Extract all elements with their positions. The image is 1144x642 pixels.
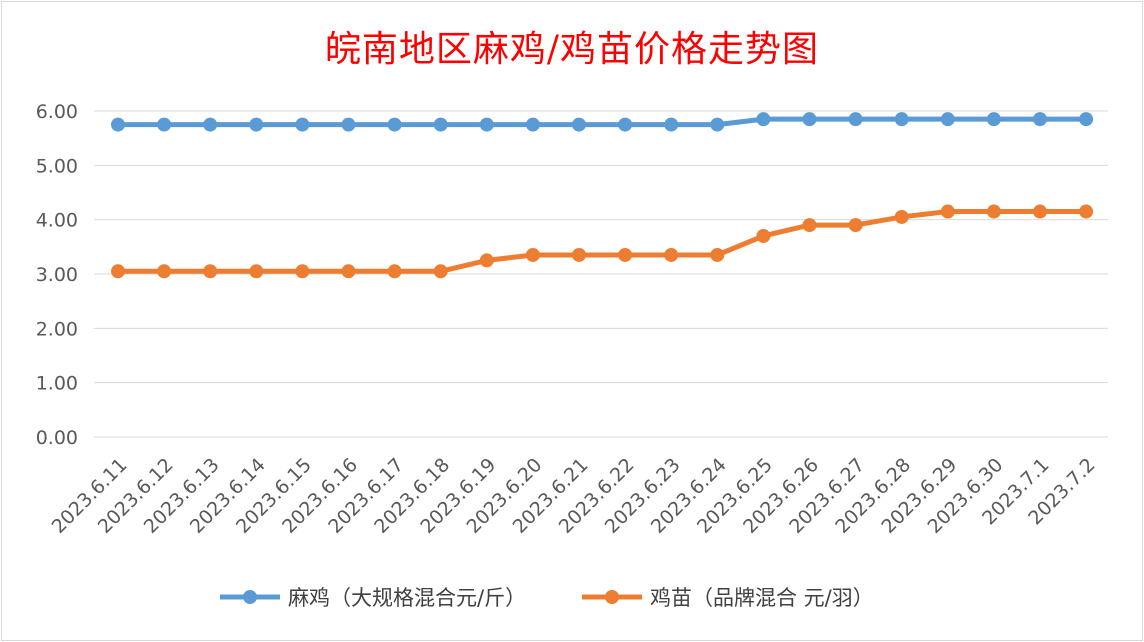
chart-title: 皖南地区麻鸡/鸡苗价格走势图 [324, 29, 820, 70]
y-tick-label: 2.00 [36, 318, 78, 340]
data-point-series-1 [894, 112, 909, 127]
data-point-series-1 [249, 117, 264, 132]
data-point-series-2 [756, 228, 771, 243]
gridlines [94, 110, 1108, 438]
data-point-series-1 [525, 117, 540, 132]
data-point-series-2 [894, 209, 909, 224]
y-tick-label: 6.00 [36, 101, 78, 123]
data-point-series-1 [1079, 112, 1094, 127]
data-point-series-1 [986, 112, 1001, 127]
data-point-series-2 [249, 264, 264, 279]
legend-marker-1 [243, 590, 257, 604]
data-point-series-1 [111, 117, 125, 132]
y-axis-ticks: 0.00 1.00 2.00 3.00 4.00 5.00 6.00 [36, 101, 78, 449]
data-point-series-2 [710, 247, 725, 262]
data-point-series-1 [387, 117, 402, 132]
data-point-series-2 [940, 204, 955, 219]
data-point-series-1 [203, 117, 218, 132]
data-point-series-2 [802, 218, 817, 233]
data-point-series-1 [572, 117, 586, 132]
data-point-series-1 [848, 112, 863, 127]
y-tick-label: 5.00 [36, 155, 78, 177]
data-point-series-1 [341, 117, 356, 132]
y-tick-label: 4.00 [36, 210, 78, 232]
plot-area [111, 112, 1094, 279]
data-point-series-2 [664, 247, 679, 262]
data-point-series-1 [940, 112, 955, 127]
data-point-series-2 [157, 264, 172, 279]
series-line-2 [118, 209, 1087, 274]
data-point-series-2 [295, 264, 310, 279]
data-point-series-1 [479, 117, 494, 132]
data-point-series-2 [572, 247, 586, 262]
data-point-series-2 [986, 204, 1001, 219]
data-point-series-2 [387, 264, 402, 279]
x-axis-ticks: 2023.6.112023.6.122023.6.132023.6.142023… [48, 454, 1100, 538]
data-point-series-1 [157, 117, 172, 132]
data-point-series-1 [710, 117, 725, 132]
data-point-series-1 [802, 112, 817, 127]
legend: 麻鸡（大规格混合元/斤） 鸡苗（品牌混合 元/羽） [220, 586, 874, 610]
series-line-1 [118, 116, 1087, 128]
y-tick-label: 0.00 [36, 427, 78, 449]
data-point-series-1 [664, 117, 679, 132]
data-point-series-2 [433, 264, 448, 279]
data-point-series-2 [1033, 204, 1047, 219]
data-point-series-1 [756, 112, 771, 127]
data-point-series-2 [1079, 204, 1094, 219]
data-point-series-2 [203, 264, 218, 279]
legend-marker-2 [605, 590, 619, 604]
data-point-series-2 [848, 218, 863, 233]
data-point-series-1 [1033, 112, 1047, 127]
data-point-series-2 [525, 247, 540, 262]
legend-label-2: 鸡苗（品牌混合 元/羽） [650, 586, 874, 610]
data-point-series-2 [341, 264, 356, 279]
y-tick-label: 3.00 [36, 264, 78, 286]
data-point-series-1 [295, 117, 310, 132]
data-point-series-2 [618, 247, 633, 262]
data-point-series-2 [111, 264, 125, 279]
legend-label-1: 麻鸡（大规格混合元/斤） [288, 586, 526, 610]
data-point-series-1 [618, 117, 633, 132]
y-tick-label: 1.00 [36, 373, 78, 395]
data-point-series-1 [433, 117, 448, 132]
data-point-series-2 [479, 253, 494, 268]
